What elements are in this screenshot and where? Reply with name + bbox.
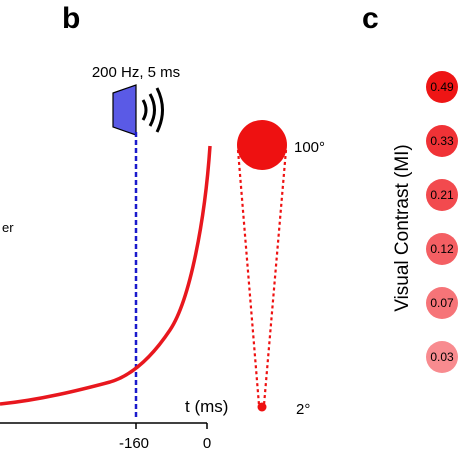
- contrast-circle-label-1: 0.33: [430, 134, 454, 148]
- partial-label: er: [2, 220, 14, 235]
- contrast-circle-label-5: 0.03: [430, 350, 454, 364]
- size-min-label: 2°: [296, 401, 310, 418]
- large-disk: [237, 120, 287, 170]
- speaker-icon: [112, 84, 164, 136]
- small-disk: [257, 402, 267, 412]
- contrast-circle-3: [426, 233, 458, 265]
- contrast-circle-label-2: 0.21: [430, 188, 454, 202]
- contrast-circle-5: [426, 341, 458, 373]
- contrast-circle-1: [426, 125, 458, 157]
- panel-b-letter: b: [62, 2, 80, 35]
- x-tick-label-zero: 0: [203, 435, 211, 452]
- contrast-circle-2: [426, 179, 458, 211]
- visual-contrast-label: Visual Contrast (MI): [392, 144, 413, 312]
- looming-size-curve: [0, 145, 212, 406]
- panel-c-letter: c: [362, 2, 379, 35]
- x-tick-label-minus160: -160: [119, 435, 149, 452]
- contrast-circle-0: [426, 71, 458, 103]
- contrast-circle-4: [426, 287, 458, 319]
- contrast-circles: 0.49 0.33 0.21 0.12 0.07 0.03: [426, 71, 458, 373]
- contrast-circle-label-3: 0.12: [430, 242, 454, 256]
- contrast-circle-label-4: 0.07: [430, 296, 454, 310]
- looming-disk-illustration: [236, 120, 288, 412]
- x-axis-label: t (ms): [185, 397, 228, 416]
- stimulus-label: 200 Hz, 5 ms: [92, 64, 180, 81]
- contrast-circle-label-0: 0.49: [430, 80, 454, 94]
- size-max-label: 100°: [294, 139, 325, 156]
